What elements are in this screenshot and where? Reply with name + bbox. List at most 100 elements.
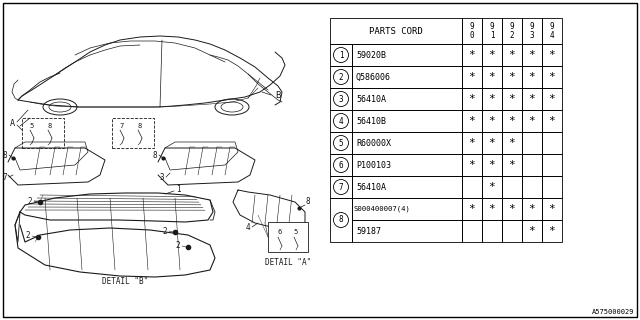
Bar bbox=[462, 220, 482, 242]
Text: *: * bbox=[488, 182, 495, 192]
Bar bbox=[542, 66, 562, 88]
Text: *: * bbox=[468, 72, 476, 82]
Bar bbox=[462, 88, 482, 110]
Text: 1: 1 bbox=[176, 186, 180, 195]
Text: *: * bbox=[509, 138, 515, 148]
Text: *: * bbox=[529, 116, 536, 126]
Text: Q586006: Q586006 bbox=[356, 73, 391, 82]
Text: 2: 2 bbox=[339, 73, 343, 82]
Bar bbox=[542, 18, 562, 44]
Text: 8: 8 bbox=[48, 123, 52, 129]
Text: 8: 8 bbox=[3, 150, 7, 159]
Bar bbox=[352, 88, 462, 110]
Bar bbox=[502, 110, 522, 132]
Bar bbox=[502, 132, 522, 154]
Bar bbox=[462, 176, 482, 198]
Bar bbox=[112, 118, 154, 148]
Text: 3: 3 bbox=[160, 172, 164, 181]
Text: 2: 2 bbox=[26, 231, 30, 241]
Bar bbox=[330, 198, 352, 242]
Bar bbox=[522, 66, 542, 88]
Bar bbox=[542, 88, 562, 110]
Text: 8: 8 bbox=[153, 150, 157, 159]
Bar bbox=[352, 154, 462, 176]
Bar bbox=[482, 132, 502, 154]
Text: *: * bbox=[529, 204, 536, 214]
Bar bbox=[22, 118, 64, 148]
Bar bbox=[462, 18, 482, 44]
Bar bbox=[542, 154, 562, 176]
Bar bbox=[522, 154, 542, 176]
Bar bbox=[502, 88, 522, 110]
Text: 5: 5 bbox=[30, 123, 34, 129]
Text: 5: 5 bbox=[339, 139, 343, 148]
Bar bbox=[502, 220, 522, 242]
Bar bbox=[482, 88, 502, 110]
Bar bbox=[542, 132, 562, 154]
Text: *: * bbox=[468, 138, 476, 148]
Text: 1: 1 bbox=[339, 51, 343, 60]
Text: *: * bbox=[529, 94, 536, 104]
Text: *: * bbox=[529, 50, 536, 60]
Bar bbox=[542, 198, 562, 220]
Bar bbox=[482, 44, 502, 66]
Text: 6: 6 bbox=[339, 161, 343, 170]
Bar bbox=[462, 66, 482, 88]
Text: *: * bbox=[468, 160, 476, 170]
Text: 8: 8 bbox=[339, 215, 343, 225]
Text: DETAIL "A": DETAIL "A" bbox=[265, 258, 311, 267]
Bar bbox=[482, 176, 502, 198]
Text: 7: 7 bbox=[339, 182, 343, 191]
Text: *: * bbox=[468, 204, 476, 214]
Text: A575000029: A575000029 bbox=[591, 309, 634, 315]
Text: 56410A: 56410A bbox=[356, 182, 386, 191]
Text: *: * bbox=[488, 94, 495, 104]
Bar bbox=[482, 154, 502, 176]
Bar bbox=[542, 110, 562, 132]
Text: *: * bbox=[509, 94, 515, 104]
Bar bbox=[482, 220, 502, 242]
Text: 56410A: 56410A bbox=[356, 94, 386, 103]
Bar bbox=[542, 176, 562, 198]
Bar bbox=[542, 220, 562, 242]
Bar bbox=[522, 44, 542, 66]
Text: 2: 2 bbox=[163, 227, 167, 236]
Text: 7: 7 bbox=[3, 172, 7, 181]
Bar bbox=[352, 110, 462, 132]
Bar bbox=[352, 220, 462, 242]
Text: 2: 2 bbox=[176, 242, 180, 251]
Bar bbox=[352, 44, 462, 66]
Text: 4: 4 bbox=[246, 223, 250, 233]
Bar bbox=[502, 18, 522, 44]
Text: *: * bbox=[509, 50, 515, 60]
Bar bbox=[352, 176, 462, 198]
Text: 9
4: 9 4 bbox=[550, 22, 554, 40]
Bar bbox=[502, 154, 522, 176]
Bar bbox=[330, 18, 462, 44]
Text: *: * bbox=[488, 116, 495, 126]
Bar bbox=[352, 66, 462, 88]
Bar bbox=[268, 222, 308, 252]
Bar bbox=[522, 132, 542, 154]
Text: 8: 8 bbox=[138, 123, 142, 129]
Text: R60000X: R60000X bbox=[356, 139, 391, 148]
Text: A: A bbox=[10, 118, 15, 127]
Text: 5: 5 bbox=[294, 229, 298, 235]
Text: 9
2: 9 2 bbox=[509, 22, 515, 40]
Bar bbox=[462, 198, 482, 220]
Text: *: * bbox=[468, 50, 476, 60]
Text: 4: 4 bbox=[339, 116, 343, 125]
Text: 59187: 59187 bbox=[356, 227, 381, 236]
Text: 8: 8 bbox=[306, 197, 310, 206]
Text: 7: 7 bbox=[120, 123, 124, 129]
Text: B: B bbox=[275, 91, 281, 100]
Text: *: * bbox=[529, 72, 536, 82]
Text: 6: 6 bbox=[278, 229, 282, 235]
Text: DETAIL "B": DETAIL "B" bbox=[102, 277, 148, 286]
Text: 9
0: 9 0 bbox=[470, 22, 474, 40]
Text: PARTS CORD: PARTS CORD bbox=[369, 27, 423, 36]
Bar bbox=[352, 132, 462, 154]
Bar bbox=[352, 198, 462, 220]
Bar bbox=[482, 66, 502, 88]
Text: *: * bbox=[509, 116, 515, 126]
